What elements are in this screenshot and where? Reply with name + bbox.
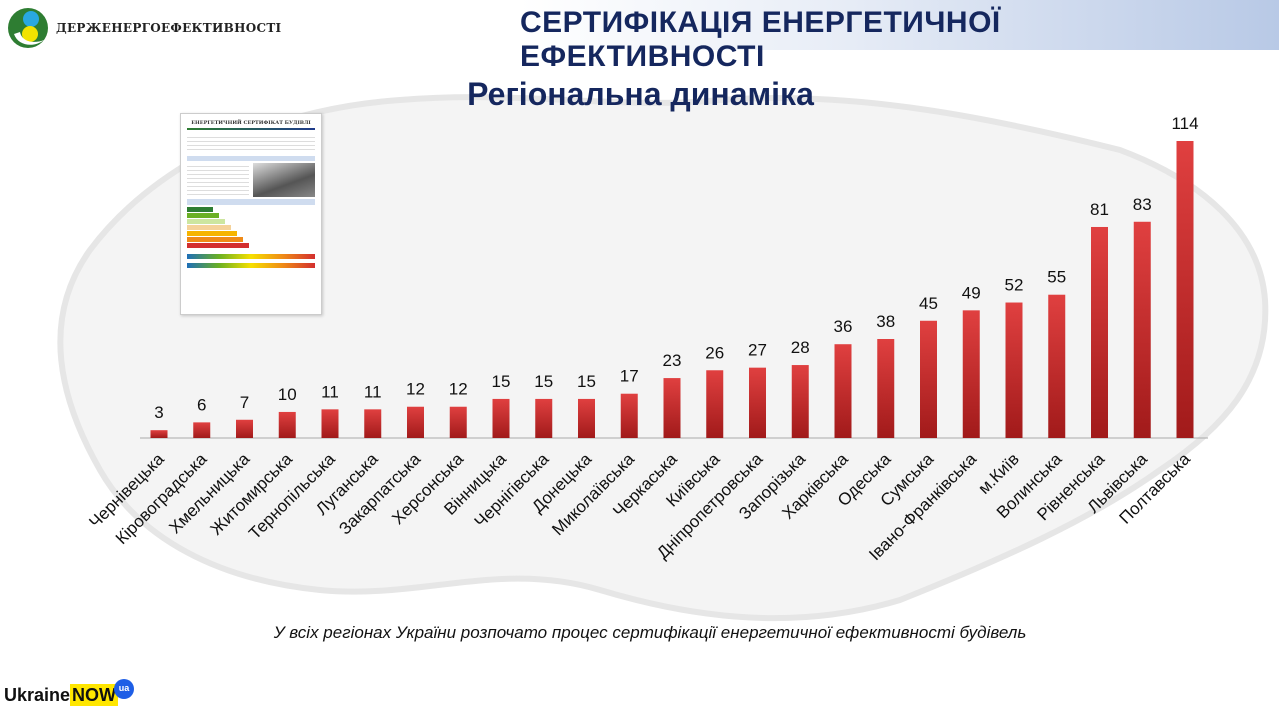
bar	[920, 320, 937, 438]
data-label: 23	[663, 351, 682, 370]
page-header-title: СЕРТИФІКАЦІЯ ЕНЕРГЕТИЧНОЇ ЕФЕКТИВНОСТІ	[520, 6, 1001, 73]
data-label: 36	[834, 317, 853, 336]
data-label: 6	[197, 395, 206, 414]
data-label: 15	[577, 372, 596, 391]
bar	[364, 409, 382, 438]
header-banner: СЕРТИФІКАЦІЯ ЕНЕРГЕТИЧНОЇ ЕФЕКТИВНОСТІ	[520, 0, 1279, 73]
data-label: 81	[1090, 200, 1109, 219]
bar	[791, 365, 809, 438]
data-label: 17	[620, 367, 639, 386]
bar	[278, 411, 296, 438]
bar	[620, 393, 638, 438]
agency-logo-icon	[8, 8, 48, 48]
bar	[1133, 221, 1151, 438]
energy-certificate-image: ЕНЕРГЕТИЧНИЙ СЕРТИФІКАТ БУДІВЛІ	[180, 113, 322, 315]
data-label: 10	[278, 385, 297, 404]
certificate-title: ЕНЕРГЕТИЧНИЙ СЕРТИФІКАТ БУДІВЛІ	[191, 120, 311, 126]
data-label: 55	[1047, 268, 1066, 287]
data-label: 15	[492, 372, 511, 391]
data-label: 38	[876, 312, 895, 331]
bar	[321, 409, 339, 438]
bar	[1005, 302, 1023, 438]
bar	[449, 406, 467, 438]
bar	[150, 430, 168, 438]
data-label: 7	[240, 393, 249, 412]
data-label: 49	[962, 283, 981, 302]
data-label: 27	[748, 341, 767, 360]
data-label: 114	[1171, 114, 1198, 133]
bar	[663, 378, 681, 438]
data-label: 45	[919, 294, 938, 313]
data-label: 15	[534, 372, 553, 391]
bar	[834, 344, 852, 438]
bar	[1176, 141, 1194, 438]
data-label: 11	[364, 382, 382, 401]
agency-logo: ДЕРЖЕНЕРГОЕФЕКТИВНОСТІ	[4, 4, 281, 50]
data-label: 12	[449, 380, 468, 399]
bar	[706, 370, 724, 438]
bar	[193, 422, 211, 438]
bar	[962, 310, 980, 438]
ukraine-now-now: NOW	[70, 684, 119, 706]
bar	[492, 398, 510, 438]
ukraine-now-ua-badge: ua	[114, 679, 134, 699]
bar	[407, 406, 424, 438]
agency-logo-text: ДЕРЖЕНЕРГОЕФЕКТИВНОСТІ	[56, 21, 282, 35]
bar	[578, 398, 595, 438]
data-label: 3	[154, 403, 163, 422]
ukraine-now-text: Ukraine	[4, 685, 71, 705]
bar	[236, 419, 253, 438]
data-label: 26	[705, 343, 724, 362]
data-label: 83	[1133, 195, 1152, 214]
bar	[749, 367, 766, 438]
footnote: У всіх регіонах України розпочато процес…	[273, 623, 1027, 642]
data-label: 52	[1005, 276, 1024, 295]
bar	[1048, 294, 1066, 438]
bar	[1091, 226, 1108, 438]
data-label: 11	[321, 382, 339, 401]
ukraine-now-logo: Ukraine NOW ua	[4, 679, 134, 706]
chart-title: Регіональна динаміка	[467, 76, 814, 112]
bar	[535, 398, 553, 438]
data-label: 12	[406, 380, 425, 399]
bar	[877, 339, 895, 438]
data-label: 28	[791, 338, 810, 357]
